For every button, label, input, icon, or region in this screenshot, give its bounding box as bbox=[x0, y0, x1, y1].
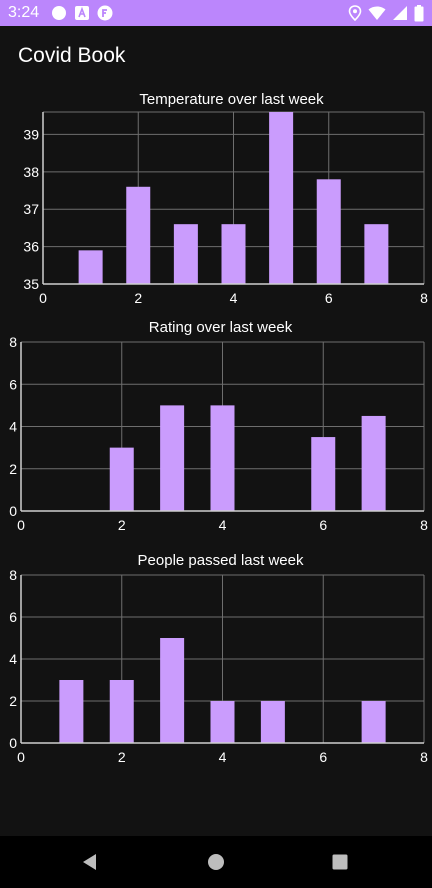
status-system-icons bbox=[348, 0, 424, 26]
recents-square-icon bbox=[332, 854, 348, 870]
x-tick-label: 8 bbox=[420, 517, 428, 533]
location-icon bbox=[348, 5, 362, 21]
a-notification-icon bbox=[75, 6, 90, 20]
x-tick-label: 6 bbox=[319, 749, 327, 765]
chart-bar bbox=[364, 224, 389, 284]
home-button[interactable] bbox=[186, 836, 246, 888]
battery-icon bbox=[414, 4, 424, 21]
y-tick-label: 38 bbox=[23, 164, 39, 180]
x-tick-label: 0 bbox=[39, 290, 47, 306]
status-notification-icons bbox=[51, 5, 113, 21]
x-tick-label: 6 bbox=[325, 290, 333, 306]
x-tick-label: 2 bbox=[118, 517, 126, 533]
temperature-chart: Temperature over last week 0 2 4 6 8 35 36 37 38 3… bbox=[23, 91, 428, 306]
y-tick-label: 6 bbox=[9, 376, 17, 392]
f-notification-icon bbox=[97, 5, 113, 21]
x-tick-label: 4 bbox=[219, 517, 227, 533]
x-tick-label: 2 bbox=[118, 749, 126, 765]
chart-bar bbox=[173, 224, 198, 284]
y-tick-label: 39 bbox=[23, 126, 39, 142]
x-tick-label: 2 bbox=[134, 290, 142, 306]
home-circle-icon bbox=[208, 854, 224, 870]
chart-bar bbox=[126, 186, 151, 284]
app-bar: Covid Book bbox=[0, 26, 432, 90]
chart-title: Temperature over last week bbox=[139, 91, 324, 108]
navigation-bar bbox=[0, 836, 432, 888]
y-tick-label: 37 bbox=[23, 201, 39, 217]
chart-bar bbox=[260, 701, 285, 743]
x-tick-label: 0 bbox=[17, 517, 25, 533]
back-button[interactable] bbox=[60, 836, 120, 888]
chart-bar bbox=[269, 112, 294, 284]
y-tick-label: 2 bbox=[9, 461, 17, 477]
y-tick-label: 36 bbox=[23, 239, 39, 255]
wifi-icon bbox=[368, 6, 386, 20]
chart-bar bbox=[210, 405, 235, 511]
y-tick-label: 0 bbox=[9, 503, 17, 519]
chart-bar bbox=[361, 415, 386, 511]
x-tick-label: 8 bbox=[420, 290, 428, 306]
y-tick-label: 0 bbox=[9, 735, 17, 751]
chart-bar bbox=[109, 447, 134, 511]
status-bar: 3:24 bbox=[0, 0, 432, 26]
x-tick-label: 0 bbox=[17, 749, 25, 765]
y-tick-label: 6 bbox=[9, 609, 17, 625]
chart-title: People passed last week bbox=[138, 552, 304, 569]
x-tick-label: 6 bbox=[319, 517, 327, 533]
rating-chart: Rating over last week 0 2 4 6 8 0 2 4 6 8 bbox=[9, 319, 428, 533]
y-tick-label: 8 bbox=[9, 334, 17, 350]
y-tick-label: 8 bbox=[9, 567, 17, 583]
status-time: 3:24 bbox=[8, 4, 40, 21]
recents-button[interactable] bbox=[310, 836, 370, 888]
chart-bar bbox=[361, 701, 386, 743]
y-tick-label: 2 bbox=[9, 693, 17, 709]
chart-bar bbox=[316, 179, 341, 284]
x-tick-label: 4 bbox=[219, 749, 227, 765]
chart-bar bbox=[78, 250, 103, 284]
back-triangle-icon bbox=[83, 854, 96, 870]
y-tick-label: 4 bbox=[9, 651, 17, 667]
chart-title: Rating over last week bbox=[149, 319, 293, 336]
chart-bar bbox=[109, 680, 134, 743]
app-title: Covid Book bbox=[18, 44, 126, 67]
chart-bar bbox=[160, 405, 185, 511]
x-tick-label: 8 bbox=[420, 749, 428, 765]
chart-bar bbox=[59, 680, 84, 743]
chart-bar bbox=[221, 224, 246, 284]
signal-icon bbox=[393, 6, 407, 20]
chart-bar bbox=[311, 437, 336, 511]
circle-notification-icon bbox=[52, 6, 67, 20]
y-tick-label: 4 bbox=[9, 419, 17, 435]
x-tick-label: 4 bbox=[230, 290, 238, 306]
chart-bar bbox=[160, 638, 185, 743]
chart-bar bbox=[210, 701, 235, 743]
y-tick-label: 35 bbox=[23, 276, 39, 292]
people-passed-chart: People passed last week 0 2 4 6 8 0 2 4 6 8 bbox=[9, 552, 428, 765]
